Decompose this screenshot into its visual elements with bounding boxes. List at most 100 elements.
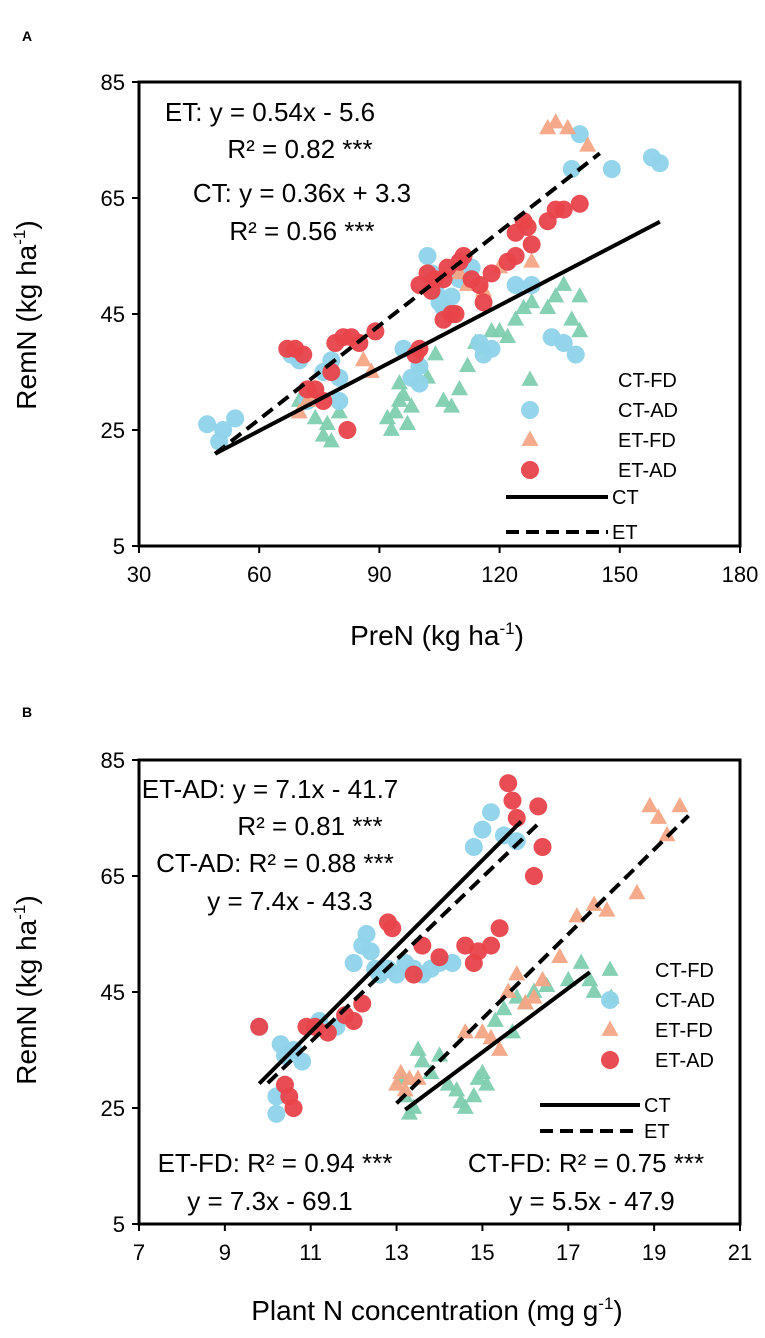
y-axis-title-sup: -1 — [10, 230, 29, 245]
point-ct-fd — [555, 275, 573, 291]
annotation-b2: R² = 0.81 *** — [237, 811, 382, 841]
legend: CT-FD CT-AD ET-FD ET-AD CT ET — [506, 370, 678, 544]
point-et-ad — [318, 1023, 337, 1042]
annotation-a4: R² = 0.56 *** — [229, 216, 374, 246]
y-axis-title: RemN (kg ha-1) — [10, 895, 42, 1084]
point-ct-fd — [507, 310, 525, 326]
point-et-fd — [658, 825, 676, 842]
legend-marker-ct-fd — [601, 960, 619, 976]
x-axis-title-sup: -1 — [598, 1294, 613, 1313]
legend-marker-et-fd — [521, 430, 539, 446]
x-tick-label: 150 — [601, 562, 638, 587]
legend-line-label-et: ET — [644, 1121, 670, 1143]
x-axis-title-end: ) — [515, 620, 524, 651]
x-tick-label: 11 — [299, 1240, 322, 1265]
y-tick-label: 65 — [101, 864, 125, 889]
point-et-ad — [522, 235, 541, 254]
point-et-fd — [525, 988, 543, 1004]
legend-marker-et-fd — [601, 1020, 619, 1036]
point-et-fd — [491, 1040, 509, 1056]
point-et-ad — [294, 345, 313, 364]
point-et-fd — [523, 252, 541, 268]
point-et-fd — [641, 796, 659, 813]
y-axis-title-main: RemN (kg ha — [11, 244, 42, 409]
point-et-fd — [547, 113, 565, 129]
point-ct-fd — [571, 321, 589, 338]
legend-label-ct-fd: CT-FD — [618, 370, 677, 392]
point-ct-fd — [572, 953, 590, 969]
legend-line-label-et: ET — [612, 522, 638, 544]
point-et-fd — [551, 947, 569, 964]
annotation-a2: R² = 0.82 *** — [227, 134, 372, 164]
point-ct-ad — [267, 1104, 286, 1123]
point-ct-ad — [464, 838, 483, 856]
panel-label: B — [22, 704, 32, 720]
panel-b: B 7 9 11 13 15 17 19 21 5 25 45 65 85 Plant N concentr… — [10, 704, 752, 1326]
point-ct-fd — [508, 988, 526, 1004]
point-ct-fd — [306, 408, 324, 425]
y-tick-label: 85 — [101, 748, 125, 773]
point-ct-ad — [442, 287, 461, 306]
x-axis-title-main: PreN (kg ha — [350, 620, 500, 651]
point-et-fd — [499, 982, 517, 998]
point-et-ad — [454, 247, 473, 265]
legend-label-et-fd: ET-FD — [655, 1020, 713, 1042]
point-et-ad — [533, 838, 552, 856]
x-axis-title-main: Plant N concentration (mg g — [251, 1295, 598, 1326]
y-axis-title: RemN (kg ha-1) — [10, 220, 42, 409]
y-tick-label: 5 — [113, 1212, 125, 1237]
point-et-fd — [409, 1069, 427, 1085]
point-ct-fd — [491, 321, 509, 338]
annotation-b3: CT-AD: R² = 0.88 *** — [156, 848, 394, 878]
point-ct-ad — [473, 820, 492, 839]
point-et-fd — [473, 1023, 491, 1039]
point-et-ad — [524, 867, 543, 885]
point-ct-fd — [547, 287, 565, 303]
point-ct-fd — [448, 1081, 466, 1097]
point-ct-ad — [330, 392, 349, 410]
y-tick-label: 25 — [101, 1096, 125, 1121]
point-ct-ad — [566, 345, 585, 364]
point-ct-ad — [293, 1052, 312, 1071]
point-ct-fd — [539, 298, 557, 315]
annotation-b5: ET-FD: R² = 0.94 *** — [158, 1148, 393, 1178]
x-tick-label: 7 — [133, 1240, 145, 1265]
point-et-ad — [482, 264, 501, 283]
regression-line-ct-fd — [403, 970, 591, 1112]
point-ct-ad — [482, 803, 501, 822]
x-axis-title: PreN (kg ha-1) — [350, 619, 524, 651]
point-et-ad — [490, 919, 509, 938]
legend-marker-et-ad — [521, 461, 539, 479]
point-ct-ad — [410, 374, 429, 393]
legend-marker-et-ad — [601, 1051, 619, 1069]
x-tick-label: 21 — [728, 1240, 752, 1265]
y-tick-label: 45 — [101, 302, 125, 327]
point-et-ad — [503, 791, 522, 810]
legend-marker-ct-fd — [521, 370, 539, 386]
annotation-b7: CT-FD: R² = 0.75 *** — [468, 1148, 704, 1178]
point-ct-ad — [507, 832, 526, 851]
annotation-a3: CT: y = 0.36x + 3.3 — [193, 178, 411, 208]
point-ct-fd — [515, 298, 533, 315]
legend-label-ct-fd: CT-FD — [655, 960, 714, 982]
point-ct-ad — [226, 409, 245, 428]
point-ct-fd — [465, 1086, 483, 1103]
point-et-ad — [518, 218, 537, 236]
point-et-ad — [404, 965, 423, 984]
point-et-fd — [508, 965, 526, 981]
point-ct-fd — [559, 970, 577, 987]
point-ct-ad — [357, 925, 376, 943]
point-et-ad — [482, 936, 501, 955]
point-ct-ad — [418, 247, 437, 265]
point-et-fd — [354, 350, 372, 367]
point-ct-fd — [439, 1075, 457, 1091]
x-tick-label: 180 — [722, 562, 759, 587]
point-et-fd — [671, 796, 689, 813]
point-ct-fd — [322, 432, 340, 448]
y-tick-label: 5 — [113, 534, 125, 559]
point-et-fd — [579, 136, 597, 152]
legend: CT-FD CT-AD ET-FD ET-AD CT ET — [540, 960, 715, 1143]
x-axis-title-sup: -1 — [499, 619, 514, 638]
point-ct-fd — [390, 374, 408, 390]
